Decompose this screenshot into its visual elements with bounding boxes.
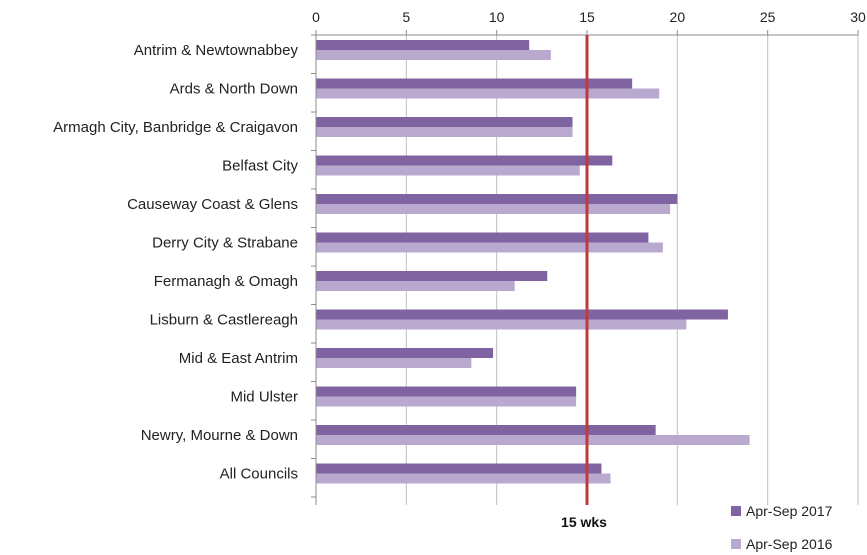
category-label: Lisburn & Castlereagh [150, 312, 298, 329]
bar-2017 [316, 155, 613, 166]
legend-label: Apr-Sep 2016 [746, 536, 833, 552]
bars [316, 40, 750, 484]
bar-2016 [316, 165, 580, 176]
x-tick-label: 15 [579, 9, 595, 25]
bar-2017 [316, 117, 573, 127]
bar-2017 [316, 463, 602, 474]
bar-2017 [316, 271, 548, 281]
category-label: All Councils [220, 466, 298, 483]
x-tick-label: 10 [489, 9, 505, 25]
bar-2016 [316, 396, 577, 407]
category-label: Mid Ulster [230, 389, 298, 406]
bar-2016 [316, 88, 660, 99]
legend-label: Apr-Sep 2017 [746, 503, 833, 519]
bar-2017 [316, 425, 656, 435]
bar-2016 [316, 435, 750, 445]
bar-2017 [316, 78, 633, 89]
bar-2017 [316, 386, 577, 397]
category-label: Derry City & Strabane [152, 235, 298, 252]
category-label: Ards & North Down [170, 81, 298, 98]
legend: Apr-Sep 2017 Apr-Sep 2016 [731, 503, 833, 552]
bar-2017 [316, 194, 678, 204]
bar-2016 [316, 319, 687, 330]
bar-2016 [316, 358, 472, 368]
legend-swatch [731, 506, 741, 516]
category-label: Belfast City [222, 158, 298, 175]
bar-2017 [316, 348, 494, 358]
category-label: Antrim & Newtownabbey [134, 42, 299, 59]
legend-swatch [731, 539, 741, 549]
category-label: Newry, Mourne & Down [141, 427, 298, 444]
category-label: Causeway Coast & Glens [127, 196, 298, 213]
bar-2016 [316, 281, 515, 291]
bar-2016 [316, 473, 611, 484]
bar-2016 [316, 127, 573, 137]
x-tick-label: 25 [760, 9, 776, 25]
reference-line-group: 15 wks [561, 35, 607, 530]
bar-2016 [316, 50, 551, 60]
bar-2017 [316, 309, 728, 320]
bar-2017 [316, 232, 649, 243]
x-tick-label: 0 [312, 9, 320, 25]
bar-2016 [316, 204, 671, 214]
x-tick-labels: 0 5 10 15 20 25 30 [312, 9, 866, 25]
category-labels: Antrim & Newtownabbey Ards & North Down Ar… [53, 42, 298, 483]
bar-2016 [316, 242, 663, 253]
x-tick-label: 20 [670, 9, 686, 25]
category-label: Armagh City, Banbridge & Craigavon [53, 119, 298, 136]
reference-line-label: 15 wks [561, 514, 607, 530]
x-tick-label: 30 [850, 9, 866, 25]
category-label: Fermanagh & Omagh [154, 273, 298, 290]
bar-2017 [316, 40, 530, 50]
category-label: Mid & East Antrim [179, 350, 298, 367]
x-tick-label: 5 [402, 9, 410, 25]
